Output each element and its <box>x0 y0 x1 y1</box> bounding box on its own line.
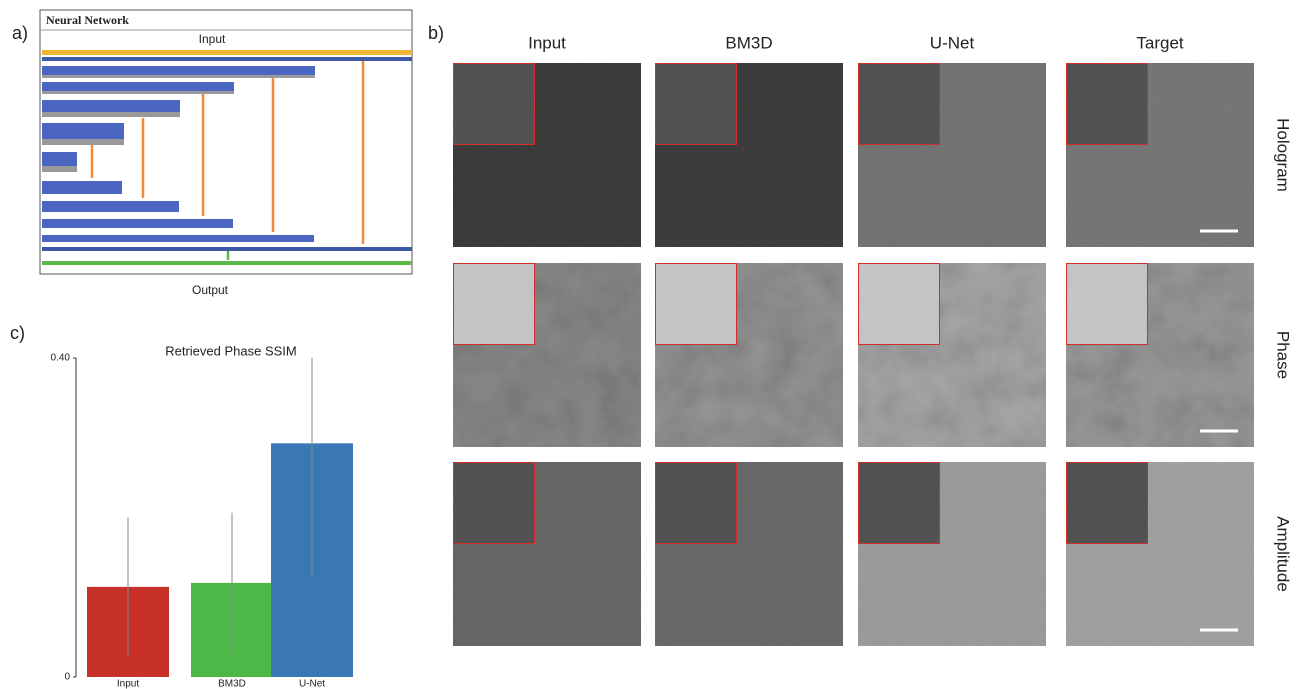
zoom-inset <box>858 63 940 145</box>
zoom-inset <box>1066 263 1148 345</box>
network-diagram <box>40 10 412 274</box>
row-label: Phase <box>1274 331 1293 379</box>
y-tick-label: 0.40 <box>51 353 71 364</box>
zoom-inset <box>1066 63 1148 145</box>
zoom-inset <box>1066 462 1148 544</box>
zoom-inset <box>655 462 737 544</box>
x-tick-label: U-Net <box>299 679 325 689</box>
zoom-inset <box>453 263 535 345</box>
zoom-inset <box>858 263 940 345</box>
diagram-title: Neural Network <box>46 13 129 27</box>
panel-label: b) <box>428 23 444 43</box>
chart-title: Retrieved Phase SSIM <box>165 343 297 358</box>
output-label: Output <box>192 283 229 297</box>
zoom-inset <box>453 63 535 145</box>
y-tick-label: 0 <box>64 672 70 683</box>
page: {"panel_a": {"label": "a)", "title": "Ne… <box>0 0 1297 689</box>
bar-chart: 0 0.40 Input BM3D U-Net <box>51 309 353 689</box>
zoom-inset <box>453 462 535 544</box>
column-label: Target <box>1136 33 1184 52</box>
panel-label: a) <box>12 23 28 43</box>
column-label: Input <box>528 33 566 52</box>
column-label: U-Net <box>930 33 975 52</box>
column-label: BM3D <box>725 33 772 52</box>
row-label: Amplitude <box>1274 516 1293 592</box>
image-grid: Input BM3D U-Net Target Hologram Phase Amplitu… <box>453 33 1293 646</box>
zoom-inset <box>655 263 737 345</box>
panel-label: c) <box>10 323 25 343</box>
figure: a) Neural Network Input Output b) Input B… <box>0 0 1297 689</box>
x-tick-label: BM3D <box>218 679 246 689</box>
zoom-inset <box>655 63 737 145</box>
input-label: Input <box>199 32 226 46</box>
x-tick-label: Input <box>117 679 139 689</box>
zoom-inset <box>858 462 940 544</box>
row-label: Hologram <box>1274 118 1293 192</box>
